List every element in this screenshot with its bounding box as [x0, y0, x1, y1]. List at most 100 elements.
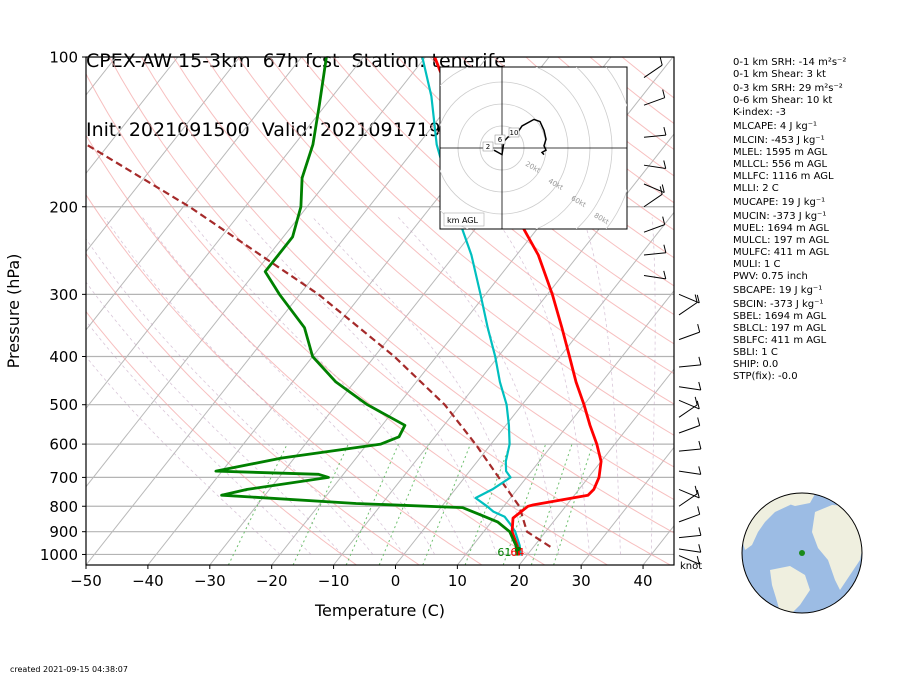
surface-dewpoint-marker: [516, 546, 522, 552]
parameter-row: MULFC: 411 m AGL: [733, 247, 829, 258]
parameter-row: SBLI: 1 C: [733, 347, 778, 358]
dry-adiabat: [108, 57, 671, 565]
dry-adiabat: [173, 57, 674, 501]
wind-barb: [643, 134, 666, 138]
isotherm-line: [86, 57, 303, 331]
moist-adiabat: [582, 217, 621, 555]
hodograph-legend: km AGL: [447, 216, 479, 225]
wind-barb: [678, 293, 700, 304]
globe-land-europe-africa: [812, 505, 862, 590]
wind-barb: [643, 164, 666, 169]
dry-adiabat: [205, 57, 674, 468]
parameter-row: SBLCL: 197 m AGL: [733, 323, 827, 334]
wind-barb: [643, 64, 663, 79]
y-tick-label: 700: [49, 469, 78, 487]
x-tick-label: −30: [194, 572, 226, 590]
y-tick-label: 200: [49, 198, 78, 216]
hodograph-height-box: [482, 141, 494, 152]
dry-adiabat: [397, 57, 674, 287]
wind-barb-flag: [696, 294, 700, 304]
globe-outline: [741, 492, 863, 614]
x-tick-label: −40: [132, 572, 164, 590]
wind-barb-flag: [697, 506, 701, 515]
x-tick-label: 0: [391, 572, 401, 590]
parameter-row: SBEL: 1694 m AGL: [733, 311, 827, 322]
globe-land-south-america: [770, 566, 810, 613]
mixing-ratio-line: [422, 443, 471, 565]
mixing-ratio-line: [502, 443, 547, 565]
isotherm-line: [456, 289, 674, 565]
wind-barb: [643, 224, 665, 233]
wind-barb-flag: [663, 270, 667, 279]
x-tick-label: 20: [510, 572, 529, 590]
moist-adiabat: [104, 217, 405, 555]
stability-parameters: 0-1 km SRH: -14 m²s⁻² 0-1 km Shear: 3 kt 0…: [733, 57, 846, 383]
wind-barb-flag: [696, 400, 700, 410]
hodograph-height-label: 2: [486, 143, 490, 151]
wind-barb-flag: [663, 244, 667, 253]
wind-barb-flag: [698, 466, 702, 475]
wind-barb-flag: [696, 489, 700, 499]
globe-land-greenland: [782, 493, 815, 506]
parameter-row: PWV: 0.75 inch: [733, 271, 808, 282]
station-marker: [799, 550, 805, 556]
created-timestamp: created 2021-09-15 04:38:07: [10, 665, 128, 674]
wind-barb: [678, 493, 698, 507]
wind-barb-flag: [696, 555, 700, 565]
y-tick-label: 400: [49, 348, 78, 366]
parameter-row: K-index: -3: [733, 107, 786, 118]
wind-barb: [643, 252, 666, 256]
virtual-temperature-profile: [421, 57, 522, 556]
hodograph-height-label: 10: [510, 129, 519, 137]
wind-barb: [678, 555, 700, 565]
wind-barb-flag: [698, 356, 702, 365]
dry-adiabat: [86, 310, 357, 565]
moist-adiabat: [86, 356, 281, 555]
moist-adiabat: [187, 217, 467, 555]
wind-barb-flag: [662, 89, 666, 98]
hodograph-trace: [493, 118, 547, 156]
x-tick-label: 30: [572, 572, 591, 590]
dewpoint-profile: [214, 57, 519, 556]
wind-barb-flag: [694, 485, 698, 494]
parameter-row: MLCAPE: 4 J kg⁻¹: [733, 121, 818, 132]
parameter-row: MLLFC: 1116 m AGL: [733, 171, 834, 182]
moist-adiabat: [86, 281, 343, 555]
parameter-row: 0-3 km SRH: 29 m²s⁻²: [733, 83, 843, 94]
mixing-ratio-line: [464, 443, 511, 565]
wind-barb: [678, 548, 701, 553]
dry-adiabat: [86, 134, 546, 565]
wind-barb-flag: [663, 160, 667, 169]
parameter-row: MLEL: 1595 m AGL: [733, 147, 828, 158]
mixing-ratio-line: [553, 443, 594, 565]
isotherm-line: [86, 57, 179, 175]
y-tick-label: 800: [49, 498, 78, 516]
wind-barb-flag: [694, 294, 698, 303]
wind-barb: [678, 331, 700, 341]
moist-adiabat: [86, 320, 312, 555]
y-tick-label: 900: [49, 523, 78, 541]
x-tick-label: −10: [318, 572, 350, 590]
wind-barb-flag: [698, 544, 702, 553]
wind-barb-flag: [697, 417, 701, 426]
wind-barb-flag: [662, 216, 666, 225]
wind-barb-flag: [698, 440, 702, 450]
dry-adiabat: [301, 57, 674, 375]
y-tick-label: 300: [49, 286, 78, 304]
dry-adiabat: [86, 252, 420, 565]
dry-adiabat: [86, 193, 483, 565]
dry-adiabat: [365, 57, 674, 316]
dry-adiabat: [269, 57, 674, 405]
moist-adiabat: [243, 217, 497, 555]
x-tick-label: −20: [256, 572, 288, 590]
moist-adiabat: [312, 217, 528, 555]
hodograph-height-box: [494, 134, 506, 145]
wind-barb-flag: [697, 323, 701, 333]
wind-barb-flag: [661, 184, 665, 193]
hodograph-height-box: [508, 127, 520, 138]
wind-units-label: knot: [680, 561, 702, 572]
wind-barb: [678, 488, 700, 499]
parameter-row: MUCAPE: 19 J kg⁻¹: [733, 197, 826, 208]
mixing-ratio-line: [292, 443, 349, 565]
wind-barb: [678, 534, 701, 539]
